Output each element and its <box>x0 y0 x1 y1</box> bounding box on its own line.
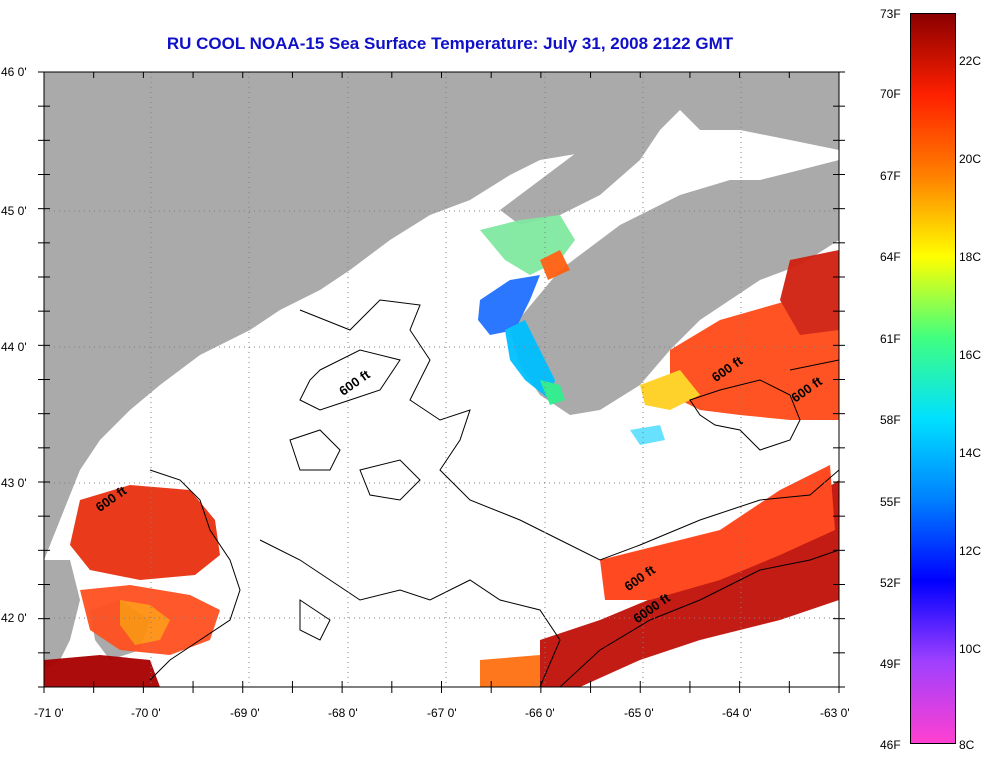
colorbar-label-20c: 20C <box>959 152 982 166</box>
lat-label-42: 42 0' <box>1 611 27 625</box>
colorbar-label-61f: 61F <box>880 332 901 346</box>
colorbar-label-10c: 10C <box>959 642 982 656</box>
colorbar-label-55f: 55F <box>880 495 901 509</box>
bathymetry-contours <box>149 299 839 687</box>
lat-label-46: 46 0' <box>1 65 27 79</box>
land-nova-scotia <box>510 160 839 415</box>
lon-label-63: -63 0' <box>820 706 850 720</box>
colorbar-label-52f: 52F <box>880 576 901 590</box>
colorbar-label-67f: 67F <box>880 169 901 183</box>
lat-label-43: 43 0' <box>1 476 27 490</box>
colorbar-label-58f: 58F <box>880 413 901 427</box>
lon-label-70: -70 0' <box>131 706 161 720</box>
colorbar-label-49f: 49F <box>880 657 901 671</box>
colorbar-label-22c: 22C <box>959 54 982 68</box>
temperature-colorbar <box>910 13 956 744</box>
colorbar-label-64f: 64F <box>880 250 901 264</box>
colorbar-label-16c: 16C <box>959 348 982 362</box>
land-maine <box>44 72 620 560</box>
colorbar-label-18c: 18C <box>959 250 982 264</box>
lon-label-66: -66 0' <box>525 706 555 720</box>
lon-label-65: -65 0' <box>624 706 654 720</box>
lon-label-69: -69 0' <box>230 706 260 720</box>
lon-label-71: -71 0' <box>34 706 64 720</box>
colorbar-label-73f: 73F <box>880 7 901 21</box>
axis-ticks <box>38 71 845 693</box>
lat-label-45: 45 0' <box>1 204 27 218</box>
colorbar-label-14c: 14C <box>959 446 982 460</box>
colorbar-label-46f: 46F <box>880 738 901 752</box>
colorbar-label-12c: 12C <box>959 544 982 558</box>
colorbar-label-8c: 8C <box>959 738 975 752</box>
lat-label-44: 44 0' <box>1 340 27 354</box>
lon-label-67: -67 0' <box>427 706 457 720</box>
colorbar-label-70f: 70F <box>880 87 901 101</box>
lon-label-64: -64 0' <box>722 706 752 720</box>
land-new-brunswick <box>500 72 839 225</box>
map-title: RU COOL NOAA-15 Sea Surface Temperature:… <box>166 34 734 53</box>
land-massachusetts <box>44 560 80 670</box>
lon-label-68: -68 0' <box>328 706 358 720</box>
